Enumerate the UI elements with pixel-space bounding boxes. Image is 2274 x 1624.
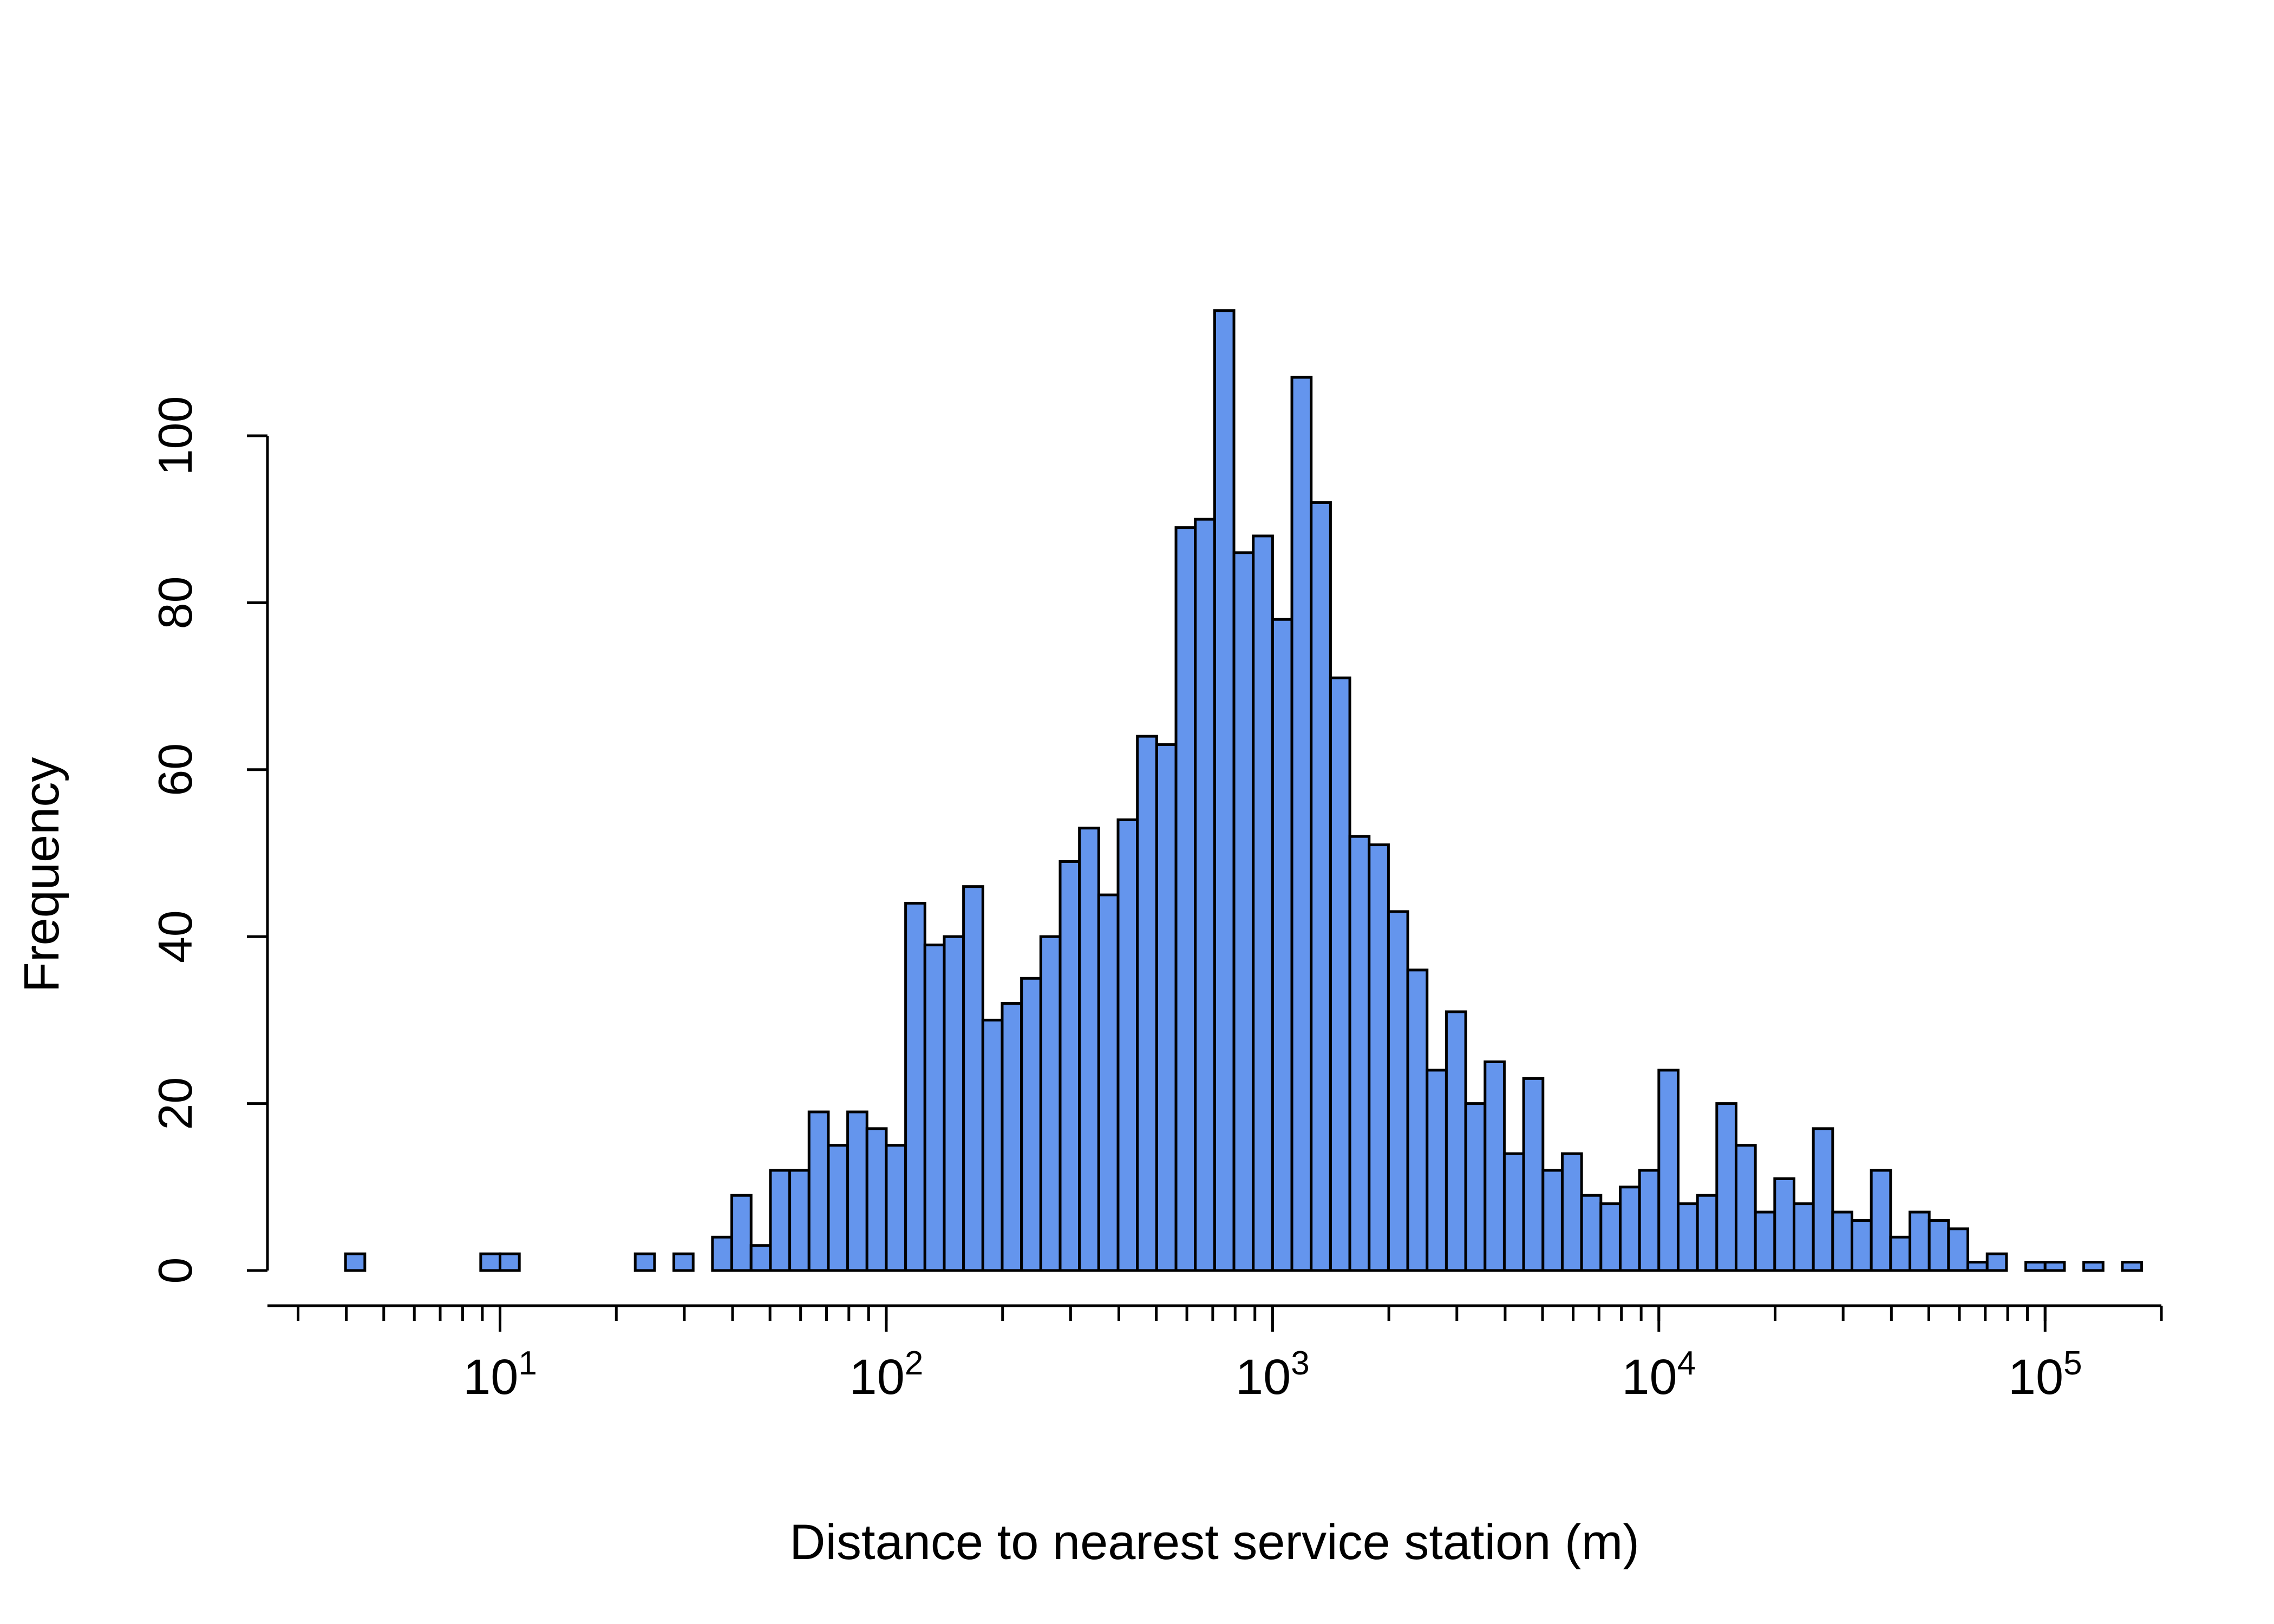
histogram-bar	[1754, 1210, 1776, 1272]
y-tick-label: 40	[148, 910, 202, 963]
histogram-bar	[749, 1244, 772, 1272]
histogram-bar	[479, 1252, 502, 1272]
histogram-bar	[499, 1252, 521, 1272]
histogram-bar	[1406, 968, 1429, 1272]
y-tick-label: 100	[148, 396, 202, 476]
histogram-bar	[1966, 1261, 1989, 1272]
histogram-bar	[1097, 893, 1120, 1272]
y-tick-label: 80	[148, 576, 202, 629]
histogram-bar	[1329, 676, 1351, 1272]
histogram-bar	[1793, 1202, 1815, 1272]
histogram-bar	[1290, 376, 1313, 1272]
x-tick-label: 103	[1236, 1345, 1310, 1405]
histogram-bar	[2121, 1261, 2144, 1272]
histogram-bar	[1560, 1152, 1583, 1272]
histogram-bar	[344, 1252, 367, 1272]
histogram-bar	[1502, 1152, 1525, 1272]
histogram-bar	[1927, 1219, 1950, 1272]
histogram-bar	[1155, 743, 1178, 1272]
histogram-bar	[1522, 1077, 1545, 1272]
histogram-bar	[1387, 910, 1409, 1272]
histogram-bar	[1870, 1169, 1892, 1272]
histogram-bar	[1174, 526, 1197, 1272]
histogram-bar	[1213, 309, 1236, 1272]
histogram-bar	[1985, 1252, 2008, 1272]
histogram-bar	[1734, 1144, 1757, 1272]
bars-layer	[344, 309, 2144, 1272]
histogram-bar	[1116, 818, 1139, 1272]
histogram-bar	[1889, 1235, 1912, 1272]
x-axis: 101 102 103 104 105	[267, 1304, 2163, 1405]
histogram-bar	[2043, 1261, 2066, 1272]
histogram-bar	[1812, 1127, 1834, 1272]
histogram-bar	[1464, 1102, 1487, 1272]
histogram-bar	[923, 944, 946, 1272]
histogram-bar	[1194, 518, 1216, 1272]
histogram-bar	[2082, 1261, 2105, 1272]
histogram-bar	[846, 1110, 868, 1272]
histogram-bar	[1484, 1060, 1506, 1272]
histogram-bar	[807, 1110, 830, 1272]
histogram-bar	[1368, 843, 1390, 1272]
histogram-bar	[885, 1144, 907, 1272]
histogram-bar	[1058, 860, 1081, 1272]
histogram-bar	[904, 902, 926, 1272]
histogram-bar	[1909, 1210, 1931, 1272]
histogram-bar	[1078, 827, 1100, 1272]
histogram-bar	[1271, 618, 1293, 1272]
histogram-bar	[1348, 835, 1371, 1272]
histogram-bar	[672, 1252, 695, 1272]
histogram-bar	[1773, 1177, 1796, 1272]
histogram-bar	[1947, 1227, 1970, 1272]
histogram-bar	[1252, 534, 1274, 1272]
y-tick-label: 0	[148, 1258, 202, 1284]
y-axis-title: Frequency	[14, 757, 69, 993]
histogram-bar	[1232, 551, 1255, 1272]
y-tick-label: 60	[148, 743, 202, 796]
histogram-bar	[1580, 1194, 1603, 1272]
histogram-bar	[1039, 935, 1062, 1272]
histogram-bar	[711, 1235, 734, 1272]
histogram-bar	[1715, 1102, 1737, 1272]
histogram-bar	[865, 1127, 888, 1272]
y-axis: 0 20 40 60 80 100	[148, 396, 269, 1284]
x-axis-title: Distance to nearest service station (m)	[789, 1515, 1639, 1570]
histogram-bar	[1426, 1069, 1448, 1272]
histogram-bar	[943, 935, 965, 1272]
histogram-bar	[1657, 1069, 1680, 1272]
histogram-bar	[730, 1194, 753, 1272]
histogram-bar	[788, 1169, 811, 1272]
histogram-bar	[1676, 1202, 1699, 1272]
histogram-bar	[827, 1144, 850, 1272]
x-tick-label: 104	[1622, 1345, 1696, 1405]
x-tick-label: 102	[850, 1345, 924, 1405]
histogram-bar	[1638, 1169, 1661, 1272]
histogram-bar	[1696, 1194, 1718, 1272]
histogram-bar	[1136, 735, 1158, 1272]
histogram-bar	[2024, 1261, 2047, 1272]
histogram-bar	[769, 1169, 792, 1272]
histogram-bar	[1020, 977, 1042, 1272]
histogram-bar	[981, 1018, 1004, 1272]
x-tick-label: 105	[2008, 1345, 2082, 1405]
histogram-bar	[962, 885, 984, 1272]
histogram-bar	[633, 1252, 656, 1272]
x-tick-label: 101	[463, 1345, 537, 1405]
histogram-bar	[1618, 1186, 1641, 1272]
histogram-bar	[1541, 1169, 1564, 1272]
y-tick-label: 20	[148, 1077, 202, 1130]
histogram-bar	[1831, 1210, 1854, 1272]
histogram-bar	[1310, 501, 1332, 1272]
histogram-bar	[1001, 1002, 1023, 1272]
histogram-bar	[1599, 1202, 1622, 1272]
histogram-bar	[1851, 1219, 1873, 1272]
histogram-bar	[1445, 1010, 1467, 1272]
